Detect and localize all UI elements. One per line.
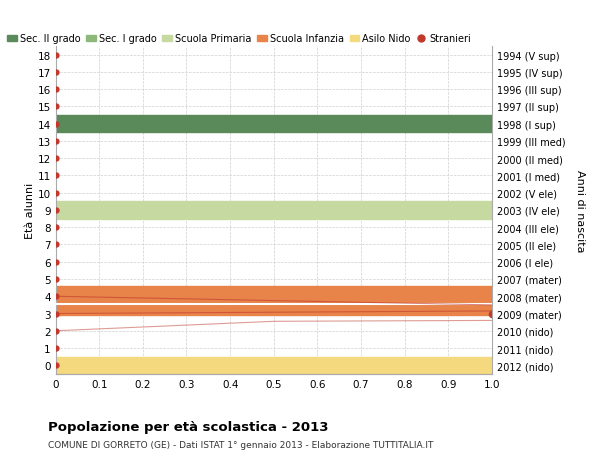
Y-axis label: Anni di nascita: Anni di nascita (575, 169, 585, 252)
Legend: Sec. II grado, Sec. I grado, Scuola Primaria, Scuola Infanzia, Asilo Nido, Stran: Sec. II grado, Sec. I grado, Scuola Prim… (3, 30, 475, 48)
Text: COMUNE DI GORRETO (GE) - Dati ISTAT 1° gennaio 2013 - Elaborazione TUTTITALIA.IT: COMUNE DI GORRETO (GE) - Dati ISTAT 1° g… (48, 440, 433, 449)
Y-axis label: Età alunni: Età alunni (25, 182, 35, 239)
Text: Popolazione per età scolastica - 2013: Popolazione per età scolastica - 2013 (48, 420, 329, 433)
